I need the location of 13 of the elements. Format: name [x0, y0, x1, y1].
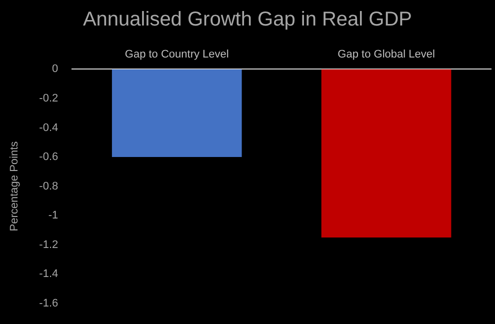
y-tick-label: -0.6 — [39, 151, 58, 164]
y-tick-label: -1.6 — [39, 297, 58, 310]
x-tick-label: Gap to Global Level — [338, 48, 435, 61]
y-tick-label: -1.2 — [39, 238, 58, 251]
y-tick-label: -1 — [48, 210, 58, 222]
y-tick-label: -0.4 — [39, 122, 58, 134]
chart-title: Annualised Growth Gap in Real GDP — [82, 8, 412, 31]
y-tick-label: -1.4 — [39, 268, 58, 280]
y-tick-label: 0 — [52, 63, 58, 76]
y-tick-label: -0.8 — [39, 180, 58, 192]
y-tick-label: -0.2 — [39, 92, 58, 105]
y-axis-title: Percentage Points — [8, 140, 21, 232]
x-tick-label: Gap to Country Level — [124, 48, 229, 61]
